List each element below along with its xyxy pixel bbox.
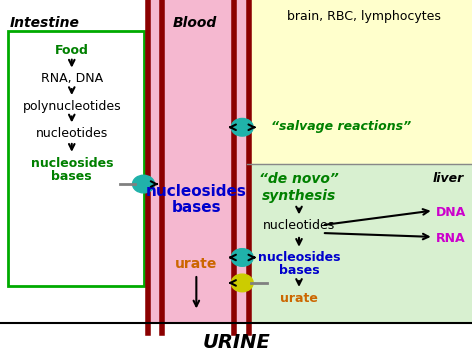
Ellipse shape [231, 274, 253, 292]
Text: nucleosides: nucleosides [30, 157, 113, 170]
Bar [0, 323, 473, 348]
Ellipse shape [133, 175, 155, 193]
Bar [247, 0, 473, 164]
Text: nucleotides: nucleotides [263, 219, 335, 232]
Ellipse shape [231, 248, 253, 266]
Bar [247, 164, 473, 343]
Text: urate: urate [280, 292, 318, 305]
Text: synthesis: synthesis [262, 189, 336, 203]
Text: URINE: URINE [202, 333, 270, 352]
Text: liver: liver [433, 172, 464, 185]
Text: DNA: DNA [436, 206, 466, 219]
Text: “de novo”: “de novo” [259, 172, 339, 186]
Text: bases: bases [279, 264, 319, 277]
Ellipse shape [231, 119, 253, 136]
Bar [8, 31, 144, 286]
Text: nucleosides: nucleosides [258, 251, 340, 264]
Text: Blood: Blood [172, 16, 217, 30]
Text: nucleotides: nucleotides [36, 127, 108, 140]
Text: brain, RBC, lymphocytes: brain, RBC, lymphocytes [287, 10, 441, 23]
Text: Food: Food [55, 44, 89, 57]
Text: urate: urate [175, 257, 218, 271]
Text: “salvage reactions”: “salvage reactions” [271, 120, 411, 133]
Text: nucleosides: nucleosides [146, 184, 247, 199]
Bar [147, 0, 247, 348]
Text: RNA, DNA: RNA, DNA [41, 72, 103, 86]
Text: bases: bases [172, 200, 221, 215]
Text: bases: bases [52, 170, 92, 183]
Bar [0, 0, 147, 348]
Text: RNA: RNA [436, 232, 465, 245]
Text: Intestine: Intestine [10, 16, 80, 30]
Text: polynucleotides: polynucleotides [22, 100, 121, 113]
